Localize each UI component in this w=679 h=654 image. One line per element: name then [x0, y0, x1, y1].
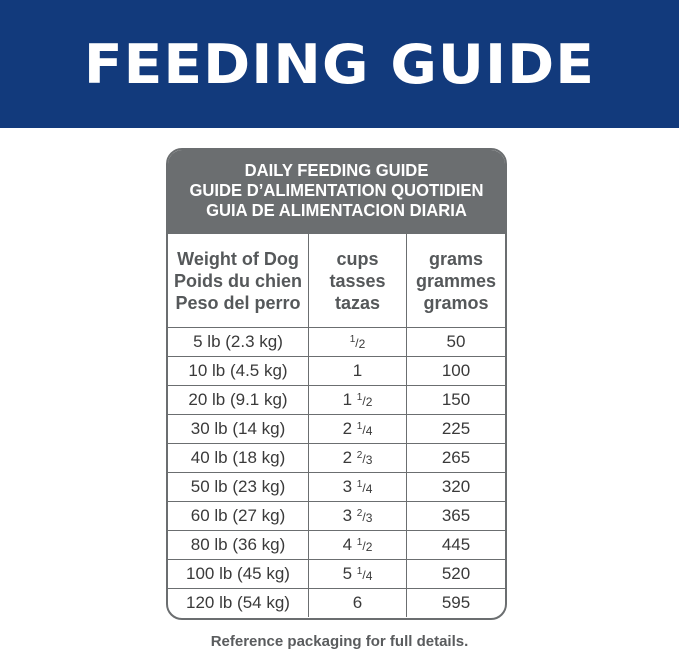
table-row: 50 lb (23 kg) 3 1/4 320: [168, 472, 505, 502]
cups-fraction: 1/2: [356, 392, 373, 409]
grams-cell: 50: [406, 327, 505, 357]
grams-cell: 150: [406, 385, 505, 415]
cups-cell: 5 1/4: [308, 559, 407, 589]
table-row: 80 lb (36 kg) 4 1/2 445: [168, 530, 505, 560]
weight-cell: 5 lb (2.3 kg): [168, 327, 309, 357]
feeding-table-card: DAILY FEEDING GUIDE GUIDE D’ALIMENTATION…: [166, 148, 507, 620]
grams-cell: 365: [406, 501, 505, 531]
table-row: 10 lb (4.5 kg) 1 100: [168, 356, 505, 386]
cups-fraction: 1/4: [356, 566, 373, 583]
weight-cell: 100 lb (45 kg): [168, 559, 309, 589]
grams-cell: 225: [406, 414, 505, 444]
table-row: 30 lb (14 kg) 2 1/4 225: [168, 414, 505, 444]
cups-fraction: 2/3: [356, 508, 373, 525]
cups-cell: 3 2/3: [308, 501, 407, 531]
grams-cell: 100: [406, 356, 505, 386]
grams-cell: 320: [406, 472, 505, 502]
weight-cell: 10 lb (4.5 kg): [168, 356, 309, 386]
weight-cell: 40 lb (18 kg): [168, 443, 309, 473]
grams-cell: 520: [406, 559, 505, 589]
column-header-cups: cups tasses tazas: [308, 234, 407, 328]
feeding-table: Weight of Dog Poids du chien Peso del perr…: [168, 234, 505, 617]
cups-cell: 6: [308, 588, 407, 617]
cups-fraction: 1/4: [356, 421, 373, 438]
weight-cell: 80 lb (36 kg): [168, 530, 309, 560]
weight-cell: 120 lb (54 kg): [168, 588, 309, 617]
cups-fraction: 1/2: [356, 537, 373, 554]
cups-cell: 4 1/2: [308, 530, 407, 560]
cups-cell: 1: [308, 356, 407, 386]
cups-fraction: 1/2: [349, 334, 366, 351]
cups-cell: 1/2: [308, 327, 407, 357]
cups-cell: 3 1/4: [308, 472, 407, 502]
page-title: FEEDING GUIDE: [83, 32, 596, 96]
title-fr: GUIDE D’ALIMENTATION QUOTIDIEN: [189, 180, 484, 200]
cups-cell: 1 1/2: [308, 385, 407, 415]
table-row: 60 lb (27 kg) 3 2/3 365: [168, 501, 505, 531]
cups-fraction: 2/3: [356, 450, 373, 467]
weight-cell: 60 lb (27 kg): [168, 501, 309, 531]
grams-cell: 445: [406, 530, 505, 560]
column-header-weight: Weight of Dog Poids du chien Peso del perr…: [173, 248, 302, 313]
column-header-grams: grams grammes gramos: [406, 234, 505, 328]
title-en: DAILY FEEDING GUIDE: [244, 160, 429, 180]
table-row: 5 lb (2.3 kg) 1/2 50: [168, 327, 505, 357]
grams-cell: 265: [406, 443, 505, 473]
title-es: GUIA DE ALIMENTACION DIARIA: [206, 200, 467, 220]
table-row: 40 lb (18 kg) 2 2/3 265: [168, 443, 505, 473]
weight-cell: 50 lb (23 kg): [168, 472, 309, 502]
table-title: DAILY FEEDING GUIDE GUIDE D’ALIMENTATION…: [168, 150, 505, 234]
table-row: 100 lb (45 kg) 5 1/4 520: [168, 559, 505, 589]
table-row: 120 lb (54 kg) 6 595: [168, 588, 505, 617]
grams-cell: 595: [406, 588, 505, 617]
cups-cell: 2 2/3: [308, 443, 407, 473]
banner: FEEDING GUIDE: [0, 0, 679, 128]
column-header-row: Weight of Dog Poids du chien Peso del perr…: [168, 234, 505, 328]
weight-cell: 20 lb (9.1 kg): [168, 385, 309, 415]
cups-fraction: 1/4: [356, 479, 373, 496]
footer-note: Reference packaging for full details.: [210, 633, 469, 650]
cups-cell: 2 1/4: [308, 414, 407, 444]
weight-cell: 30 lb (14 kg): [168, 414, 309, 444]
table-row: 20 lb (9.1 kg) 1 1/2 150: [168, 385, 505, 415]
